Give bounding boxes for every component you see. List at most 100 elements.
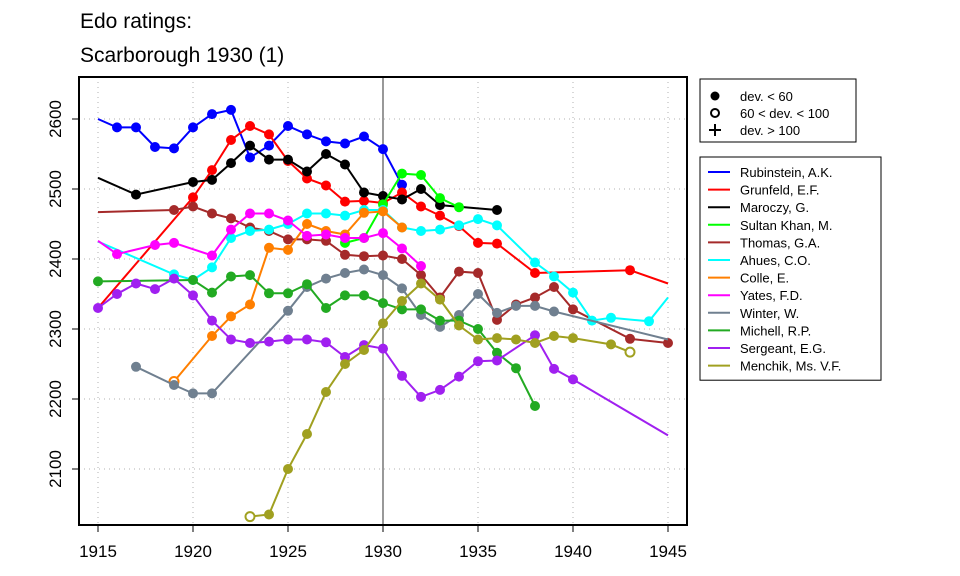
data-point: [530, 300, 540, 311]
data-point: [359, 264, 369, 275]
legend-label: Winter, W.: [740, 306, 799, 321]
data-point: [378, 144, 388, 155]
data-point: [454, 220, 464, 231]
data-point: [226, 233, 236, 243]
data-point: [188, 388, 198, 399]
data-point: [188, 192, 198, 203]
data-point: [416, 261, 426, 271]
data-point: [245, 226, 255, 236]
data-point: [378, 343, 388, 354]
data-point: [416, 270, 426, 281]
open-circle-icon: [710, 108, 720, 118]
x-tick-label: 1935: [459, 542, 497, 561]
data-point: [264, 509, 274, 520]
y-tick-label: 2500: [46, 170, 65, 208]
data-point: [549, 271, 559, 282]
data-point: [606, 312, 616, 323]
data-point: [378, 318, 388, 329]
data-point: [397, 168, 407, 179]
data-point: [359, 290, 369, 301]
legend-label: Menchik, Ms. V.F.: [740, 359, 841, 374]
data-point: [416, 391, 426, 402]
data-point: [207, 174, 217, 185]
data-point: [340, 359, 350, 369]
y-tick-label: 2200: [46, 380, 65, 418]
data-point: [549, 331, 559, 341]
series-lines: [93, 104, 673, 523]
series-menchik-ms-v-f: [244, 278, 636, 523]
data-point: [435, 384, 445, 395]
marker-legend-label: 60 < dev. < 100: [740, 106, 829, 121]
data-point: [188, 177, 198, 187]
data-point: [359, 207, 369, 218]
data-point: [397, 283, 407, 294]
data-point: [530, 292, 540, 303]
data-point: [321, 337, 331, 348]
data-point: [245, 152, 255, 163]
data-point: [283, 305, 293, 316]
data-point: [340, 249, 350, 260]
data-point: [625, 333, 635, 344]
data-point: [188, 275, 198, 285]
data-point: [492, 347, 502, 358]
data-point: [150, 240, 160, 250]
data-point: [530, 330, 540, 341]
y-tick-label: 2600: [46, 100, 65, 138]
y-tick-label: 2400: [46, 240, 65, 278]
data-point: [530, 401, 540, 411]
data-point: [226, 135, 236, 145]
data-point: [188, 290, 198, 301]
data-point: [416, 278, 426, 289]
series-sergeant-e-g: [93, 273, 669, 437]
data-point: [226, 311, 236, 322]
marker-legend-label: dev. > 100: [740, 123, 800, 138]
data-point: [454, 266, 464, 277]
data-point: [169, 205, 179, 215]
data-point: [283, 154, 293, 165]
data-point: [568, 374, 578, 385]
data-point: [416, 184, 426, 194]
axes: 1915 1920 1925 1930 1935 1940 1945 2100 2200 2300…: [46, 100, 687, 561]
series-maroczy-g: [97, 140, 502, 215]
legend-label: Yates, F.D.: [740, 288, 803, 303]
data-point: [644, 316, 654, 327]
data-point-open: [624, 346, 636, 358]
data-point: [473, 237, 483, 248]
x-tick-label: 1920: [174, 542, 212, 561]
data-point: [568, 287, 578, 298]
data-point: [397, 187, 407, 198]
data-point: [264, 224, 274, 235]
data-point: [302, 230, 312, 241]
data-point: [340, 233, 350, 243]
data-point: [207, 208, 217, 219]
data-point: [435, 224, 445, 235]
data-point: [359, 345, 369, 355]
data-point: [302, 129, 312, 140]
x-tick-label: 1925: [269, 542, 307, 561]
legend-label: Rubinstein, A.K.: [740, 165, 833, 180]
data-point: [207, 315, 217, 326]
legend-label: Sultan Khan, M.: [740, 218, 833, 233]
data-point: [435, 315, 445, 326]
data-point: [169, 143, 179, 154]
series-yates-f-d: [97, 208, 426, 271]
data-point: [568, 333, 578, 344]
series-line: [97, 212, 422, 267]
data-point: [340, 210, 350, 221]
y-tick-label: 2300: [46, 310, 65, 348]
data-point: [131, 189, 141, 200]
data-point: [530, 268, 540, 278]
data-point: [131, 278, 141, 289]
data-point: [283, 244, 293, 255]
data-point: [530, 257, 540, 268]
data-point: [492, 205, 502, 215]
data-point: [492, 333, 502, 344]
data-point: [511, 334, 521, 345]
data-point: [549, 306, 559, 317]
series-legend: Rubinstein, A.K. Grunfeld, E.F. Maroczy, G…: [699, 156, 882, 381]
data-point: [226, 213, 236, 224]
data-point: [283, 464, 293, 474]
data-point: [397, 304, 407, 315]
legend-label: Maroczy, G.: [740, 200, 809, 215]
data-point: [264, 208, 274, 219]
